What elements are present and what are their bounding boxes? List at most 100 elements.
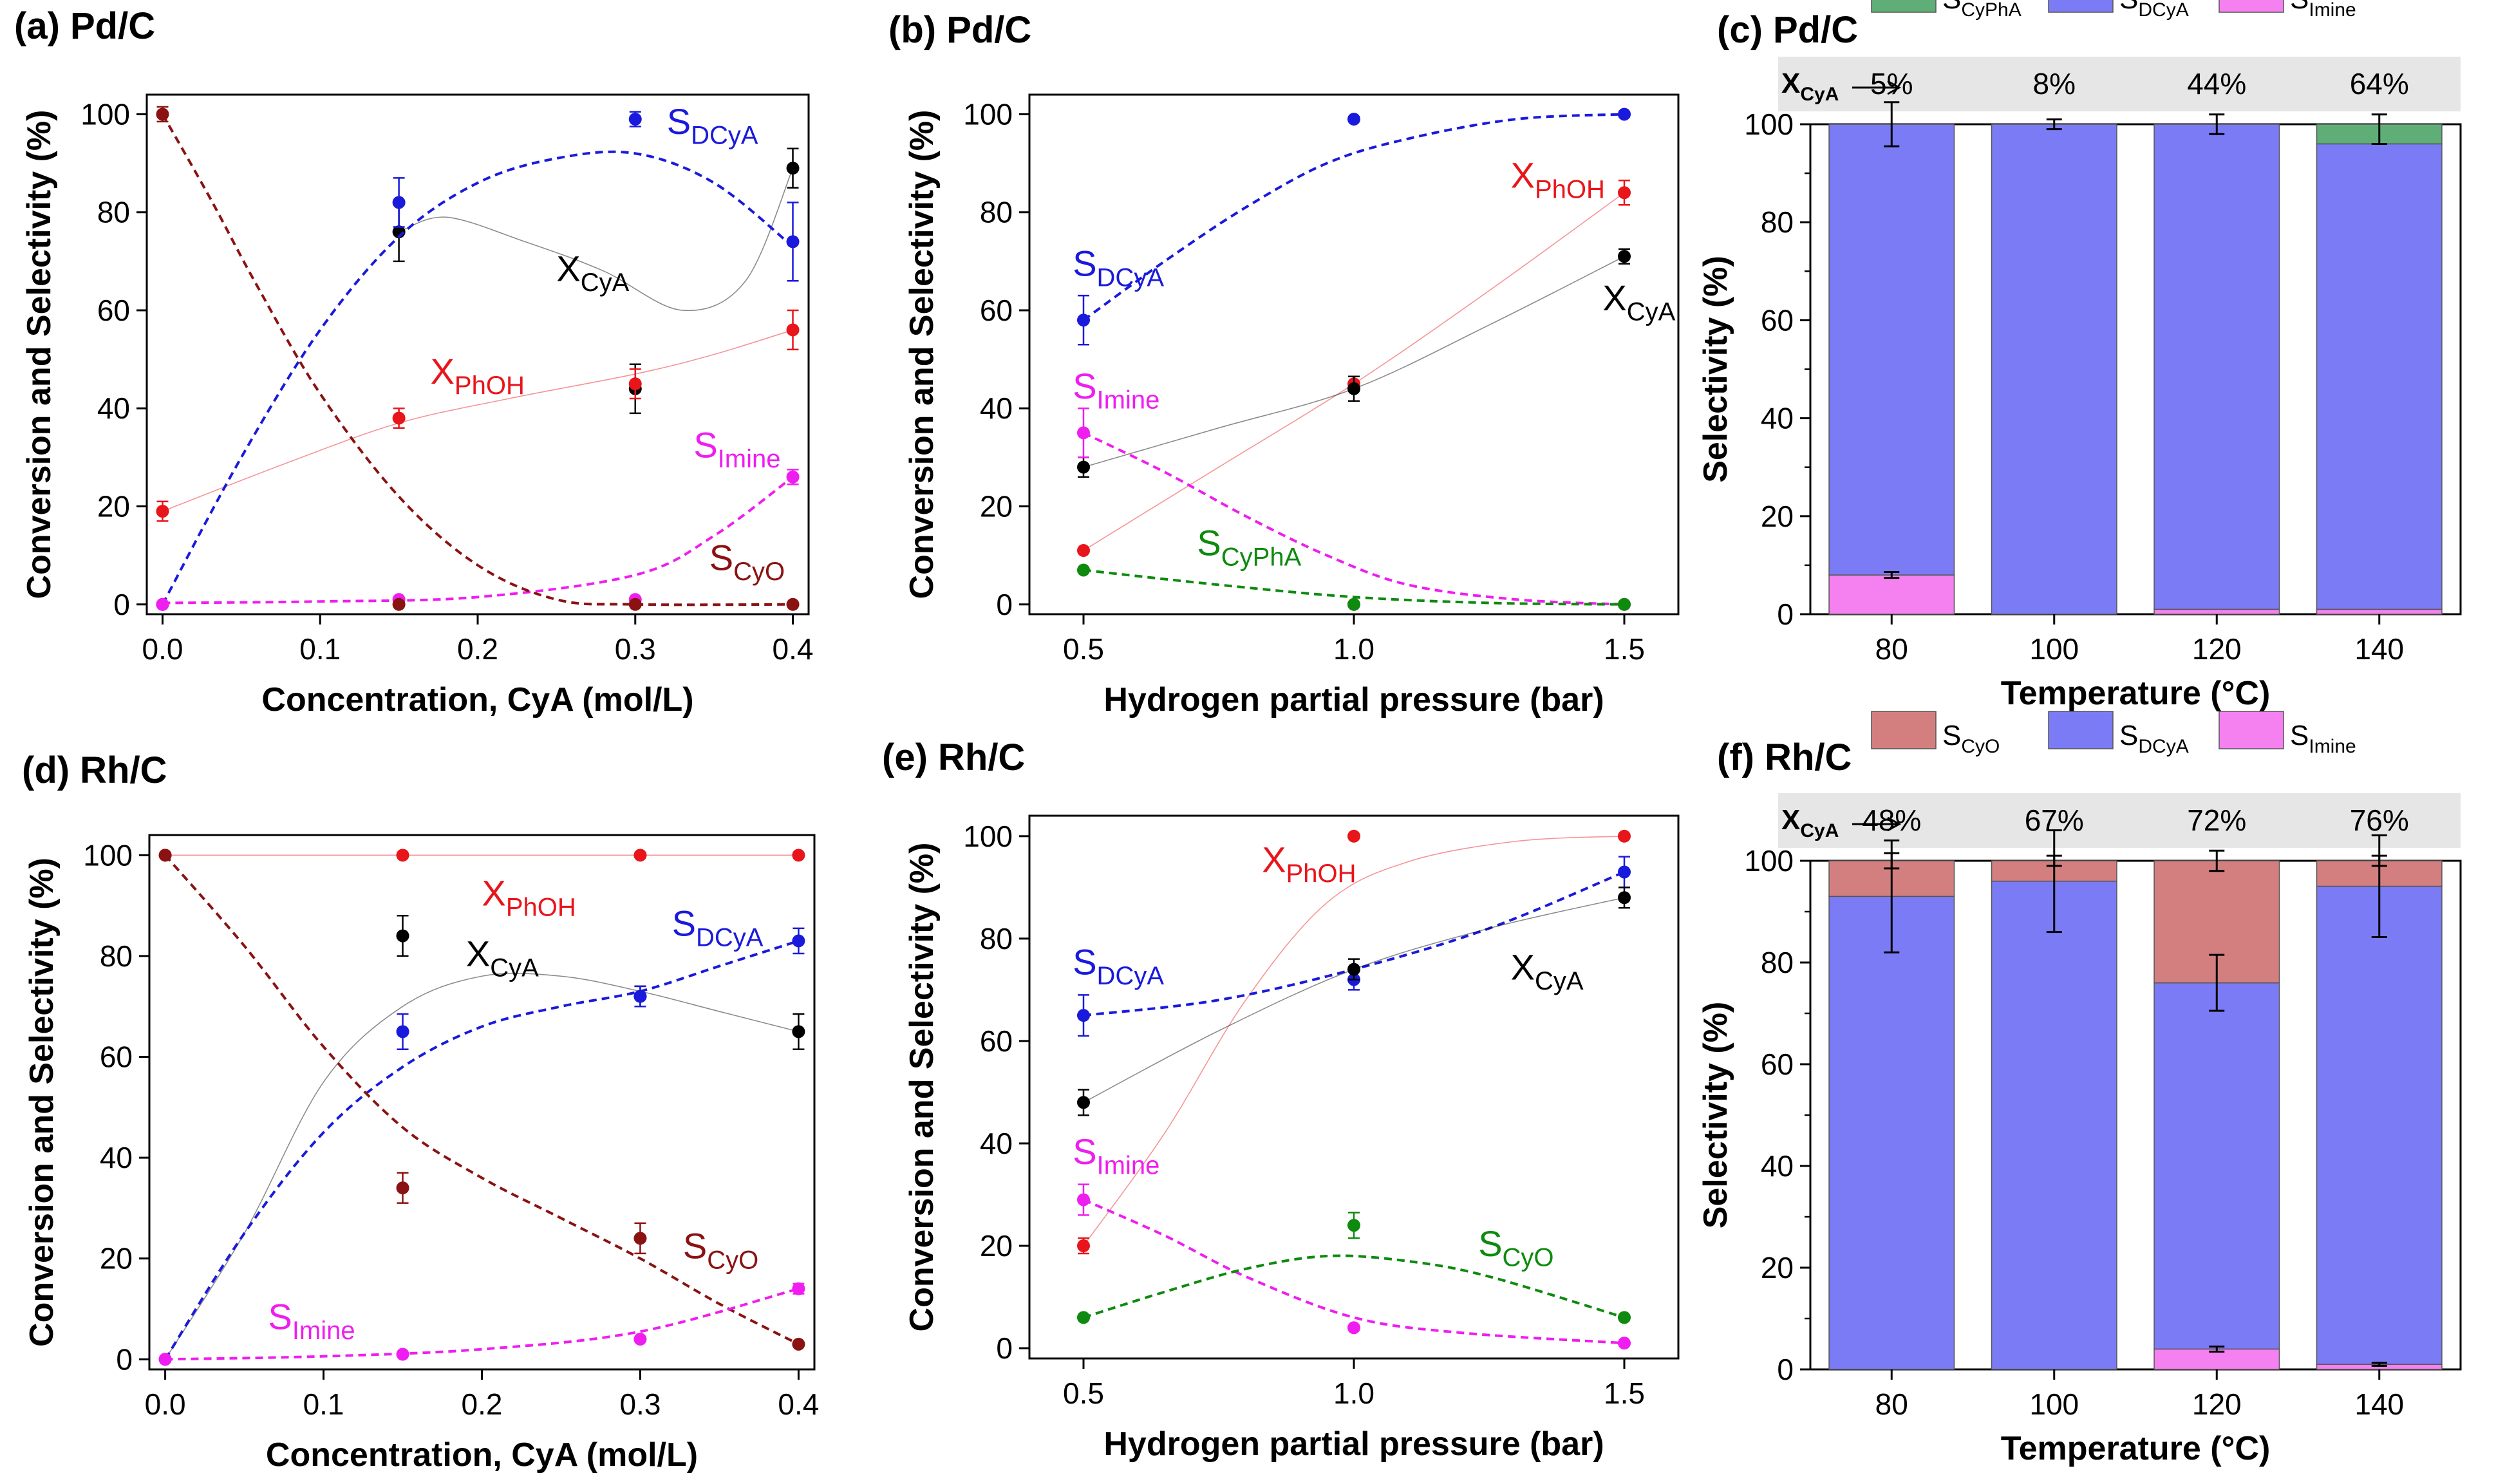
series-label: SImine xyxy=(1073,1131,1159,1180)
conversion-value: 76% xyxy=(2350,803,2409,837)
series-label: XCyA xyxy=(556,248,629,297)
y-tick-label: 80 xyxy=(980,196,1013,229)
y-axis-label: Selectivity (%) xyxy=(1697,1002,1734,1229)
series-label: SImine xyxy=(268,1296,355,1345)
fit-curve xyxy=(164,939,800,1360)
series-label-sub: Imine xyxy=(1097,386,1160,415)
series-label: XCyA xyxy=(466,934,539,982)
series-S_DCyA: SDCyA xyxy=(1073,108,1631,346)
series-S_CyO: SCyO xyxy=(1077,1212,1631,1324)
y-tick-label: 100 xyxy=(963,820,1013,853)
series-label-sub: Imine xyxy=(292,1317,355,1345)
series-label-sub: CyA xyxy=(1535,967,1584,995)
data-point xyxy=(1347,829,1360,843)
bar-S_Imine xyxy=(1828,574,1955,615)
data-point xyxy=(786,323,800,337)
series-label-main: S xyxy=(683,1226,707,1266)
bar-S_Imine xyxy=(2316,608,2443,615)
panel-c: XCyA 5% 8% 44% 64% 80 100 120 140 0 20 40 60 80 100 Tem… xyxy=(1697,0,2462,712)
data-point xyxy=(1618,250,1631,263)
series-label-main: S xyxy=(693,424,717,465)
legend-item-sub: Imine xyxy=(2309,736,2356,757)
x-tick-label: 0.4 xyxy=(778,1387,819,1421)
x-tick-label: 1.0 xyxy=(1333,1376,1374,1410)
series-S_Imine: SImine xyxy=(1073,366,1631,611)
x-tick-label: 0.2 xyxy=(457,632,498,666)
legend-item-main: S xyxy=(1942,720,1961,751)
data-point xyxy=(628,113,642,126)
series-label-main: S xyxy=(667,101,691,142)
bar-S_DCyA xyxy=(2153,982,2280,1350)
series-label-main: S xyxy=(268,1296,292,1337)
y-tick-label: 20 xyxy=(100,1242,133,1275)
x-tick-label: 100 xyxy=(2029,632,2079,666)
y-axis-label: Conversion and Selectivity (%) xyxy=(903,843,941,1332)
y-tick-label: 40 xyxy=(1761,402,1794,435)
y-tick-label: 80 xyxy=(980,922,1013,955)
data-point xyxy=(628,377,642,391)
y-tick-label: 60 xyxy=(980,1024,1013,1058)
series-label-main: S xyxy=(1073,243,1096,284)
legend-swatch xyxy=(2048,0,2114,13)
x-axis-label: Temperature (°C) xyxy=(2001,1430,2271,1467)
x-tick-label: 0.3 xyxy=(619,1387,661,1421)
data-point xyxy=(1347,382,1360,395)
legend-swatch xyxy=(2048,711,2114,749)
y-tick-label: 40 xyxy=(1761,1149,1794,1183)
fit-curve xyxy=(165,1287,799,1361)
data-point xyxy=(1618,108,1631,121)
x-tick-label: 0.5 xyxy=(1063,1376,1104,1410)
series-label-main: S xyxy=(1478,1223,1502,1264)
y-tick-label: 60 xyxy=(1761,303,1794,337)
series-label: XPhOH xyxy=(1511,155,1605,204)
fit-curve xyxy=(1083,568,1625,606)
legend-item: SDCyA xyxy=(2119,720,2189,757)
data-point xyxy=(396,849,409,862)
series-label-sub: CyO xyxy=(733,558,785,586)
conversion-value: 48% xyxy=(1862,803,1921,837)
series-label-main: X xyxy=(1511,155,1535,196)
series-label: SCyO xyxy=(1478,1223,1553,1272)
y-tick-label: 20 xyxy=(1761,1251,1794,1284)
conversion-label: XCyA xyxy=(1781,804,1839,841)
legend-item-sub: CyO xyxy=(1961,736,2000,757)
data-point xyxy=(633,1333,647,1346)
series-label-sub: PhOH xyxy=(455,371,525,400)
data-point xyxy=(1347,597,1360,611)
series-label: XPhOH xyxy=(431,351,525,400)
series-label: XPhOH xyxy=(1262,839,1356,888)
data-point xyxy=(1077,1239,1090,1253)
series-label-sub: CyO xyxy=(1503,1244,1554,1272)
data-point xyxy=(156,108,169,121)
x-tick-label: 80 xyxy=(1875,1387,1908,1421)
series-label: XCyA xyxy=(1602,277,1675,326)
panel-a: 0 20 40 60 80 100 0.0 0.1 0.2 0.3 0.4 Concentration… xyxy=(21,93,814,719)
data-point xyxy=(792,849,805,862)
series-X_PhOH: XPhOH xyxy=(1077,829,1631,1255)
x-axis-label: Concentration, CyA (mol/L) xyxy=(261,681,693,719)
data-point xyxy=(1077,1193,1090,1207)
y-tick-label: 0 xyxy=(1777,1353,1794,1386)
x-tick-label: 0.1 xyxy=(299,632,341,666)
series-S_CyPhA: SCyPhA xyxy=(1077,523,1631,611)
y-tick-label: 20 xyxy=(980,1229,1013,1263)
data-point xyxy=(628,597,642,611)
data-point xyxy=(1618,865,1631,879)
series-label: XPhOH xyxy=(482,873,576,922)
series-label-main: X xyxy=(482,873,506,914)
panel-title: (e) Rh/C xyxy=(882,737,1025,778)
legend-item-main: S xyxy=(2119,0,2138,15)
conversion-label-sub: CyA xyxy=(1800,820,1839,841)
series-label-main: X xyxy=(466,934,490,974)
legend-item-sub: CyPhA xyxy=(1961,0,2021,21)
conversion-value: 5% xyxy=(1870,67,1913,100)
conversion-value: 44% xyxy=(2187,67,2246,100)
series-label-sub: PhOH xyxy=(1286,859,1356,888)
series-label: SDCyA xyxy=(672,903,764,952)
data-point xyxy=(786,470,800,484)
y-tick-label: 0 xyxy=(1777,597,1794,631)
series-label-sub: DCyA xyxy=(1097,962,1165,990)
legend-item-main: S xyxy=(2290,720,2309,751)
panel-title: (a) Pd/C xyxy=(14,5,155,47)
